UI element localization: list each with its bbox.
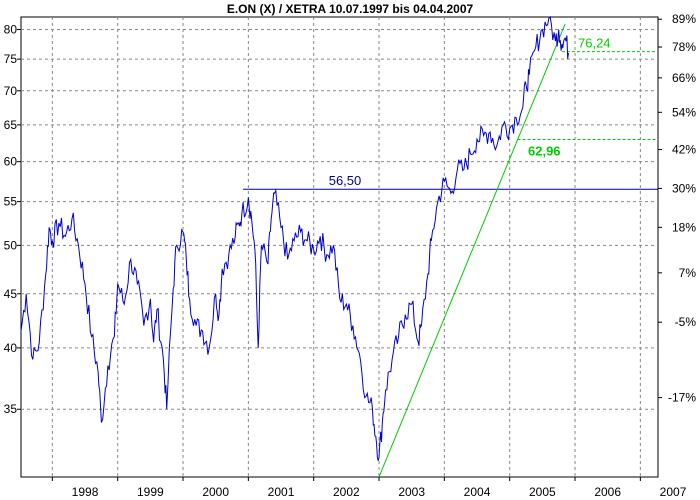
- y-tick-label: 65: [4, 118, 18, 132]
- y-tick-label: 50: [4, 238, 18, 252]
- high-level-label: 76,24: [578, 36, 611, 51]
- x-tick-label: 2000: [202, 485, 229, 499]
- x-tick-label: 2005: [529, 485, 556, 499]
- x-tick-label: 2007: [660, 485, 687, 499]
- annotation-lines: 56,50 62,96 76,24: [243, 23, 658, 478]
- y-tick-label: 70: [4, 84, 18, 98]
- plot-frame: [20, 16, 659, 478]
- y-tick-label: 40: [4, 341, 18, 355]
- x-axis: 1998 1999 2000 2001 2002 2003 2004 2005 2006 2007: [51, 477, 687, 499]
- y-tick-label: 45: [4, 287, 18, 301]
- x-tick-label: 2002: [333, 485, 360, 499]
- y-axis-left: 35 40 45 50 55 60 65 70 75 80: [4, 22, 21, 416]
- y-right-tick-label: 54%: [672, 105, 696, 119]
- y-right-tick-label: 7%: [679, 266, 697, 280]
- x-tick-label: 1998: [72, 485, 99, 499]
- chart-title: E.ON (X) / XETRA 10.07.1997 bis 04.04.20…: [226, 2, 474, 16]
- y-tick-label: 35: [4, 402, 18, 416]
- y-right-tick-label: 89%: [672, 12, 696, 26]
- y-right-tick-label: 66%: [672, 71, 696, 85]
- y-tick-label: 75: [4, 52, 18, 66]
- uptrend-line: [378, 23, 566, 478]
- resistance-label: 56,50: [329, 173, 362, 188]
- price-series-line: [20, 16, 569, 461]
- y-right-tick-label: 30%: [672, 181, 696, 195]
- x-tick-label: 2006: [594, 485, 621, 499]
- y-right-tick-label: 18%: [672, 220, 696, 234]
- y-tick-label: 60: [4, 155, 18, 169]
- x-tick-label: 2004: [464, 485, 491, 499]
- y-axis-right: 89% 78% 66% 54% 42% 30% 18% 7% -5% -17%: [658, 12, 697, 405]
- y-right-tick-label: -5%: [675, 315, 697, 329]
- y-right-tick-label: 78%: [672, 40, 696, 54]
- support-level-label: 62,96: [528, 144, 561, 159]
- y-right-tick-label: 42%: [672, 143, 696, 157]
- y-tick-label: 80: [4, 22, 18, 36]
- x-tick-label: 1999: [137, 485, 164, 499]
- x-tick-label: 2003: [398, 485, 425, 499]
- y-tick-label: 55: [4, 195, 18, 209]
- grid: [21, 17, 658, 477]
- x-tick-label: 2001: [268, 485, 295, 499]
- y-right-tick-label: -17%: [668, 391, 696, 405]
